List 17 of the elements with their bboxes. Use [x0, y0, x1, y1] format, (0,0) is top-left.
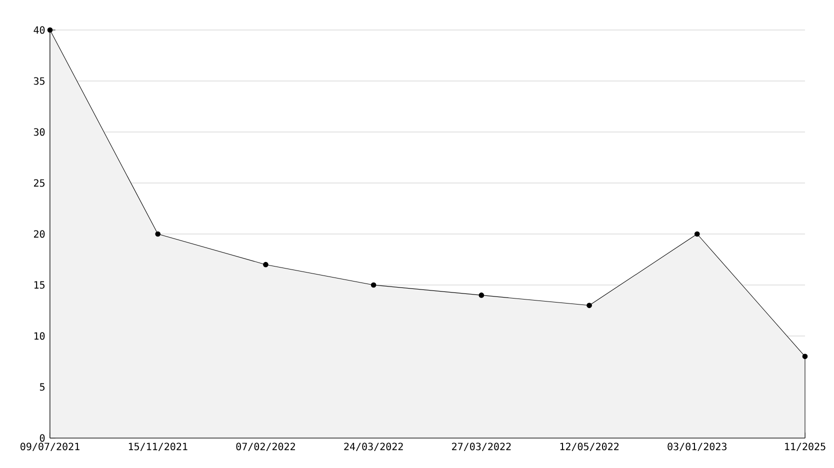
x-tick-label: 27/03/2022 — [452, 442, 511, 452]
y-tick-label: 5 — [40, 383, 44, 391]
y-tick-label: 10 — [34, 332, 45, 340]
x-tick-label: 03/01/2023 — [668, 442, 726, 452]
x-tick-label: 11/2025 — [785, 442, 826, 452]
x-tick-label: 12/05/2022 — [560, 442, 619, 452]
y-tick-label: 25 — [34, 179, 44, 187]
x-tick-label: 07/02/2022 — [236, 442, 295, 452]
y-tick-label: 20 — [34, 230, 45, 238]
x-tick-label: 15/11/2021 — [128, 442, 188, 452]
x-tick-label: 24/03/2022 — [344, 442, 403, 452]
y-tick-label: 30 — [34, 128, 45, 136]
y-tick-label: 0 — [40, 434, 45, 442]
x-tick-label: 09/07/2021 — [20, 442, 80, 452]
y-tick-label: 35 — [34, 77, 44, 85]
y-tick-label: 15 — [34, 281, 44, 289]
y-tick-label: 40 — [34, 26, 45, 34]
